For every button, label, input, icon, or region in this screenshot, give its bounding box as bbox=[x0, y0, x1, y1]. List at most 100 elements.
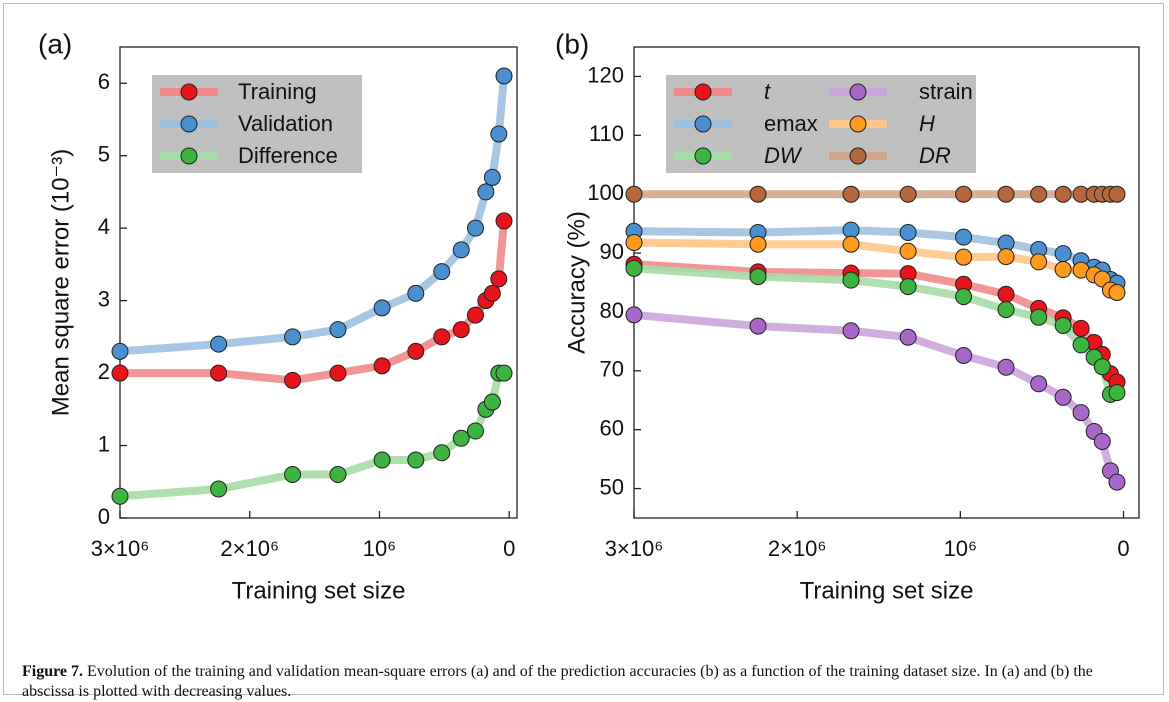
marker bbox=[997, 185, 1015, 203]
marker bbox=[899, 242, 917, 260]
marker bbox=[433, 328, 451, 346]
marker bbox=[1072, 404, 1090, 422]
marker bbox=[955, 347, 973, 365]
marker bbox=[749, 235, 767, 253]
marker bbox=[490, 125, 508, 143]
marker bbox=[1030, 375, 1048, 393]
marker bbox=[899, 278, 917, 296]
marker bbox=[842, 322, 860, 340]
marker bbox=[1054, 316, 1072, 334]
marker bbox=[1030, 253, 1048, 271]
legend-label: DR bbox=[919, 143, 951, 168]
y-tick-label: 50 bbox=[600, 474, 624, 499]
marker bbox=[373, 299, 391, 317]
y-tick-label: 70 bbox=[600, 357, 624, 382]
marker bbox=[625, 233, 643, 251]
marker bbox=[1054, 261, 1072, 279]
marker bbox=[842, 271, 860, 289]
legend-marker bbox=[849, 147, 867, 165]
marker bbox=[452, 321, 470, 339]
marker bbox=[407, 342, 425, 360]
legend-marker bbox=[180, 147, 198, 165]
marker bbox=[842, 185, 860, 203]
series-line bbox=[633, 310, 1121, 485]
marker bbox=[1054, 245, 1072, 263]
marker bbox=[997, 301, 1015, 319]
marker bbox=[483, 168, 501, 186]
marker bbox=[111, 364, 129, 382]
marker bbox=[210, 364, 228, 382]
marker bbox=[483, 284, 501, 302]
marker bbox=[1093, 432, 1111, 450]
x-tick-label: 0 bbox=[1117, 536, 1129, 561]
marker bbox=[466, 219, 484, 237]
x-axis-label: Training set size bbox=[800, 577, 974, 604]
marker bbox=[373, 357, 391, 375]
marker bbox=[1108, 185, 1126, 203]
legend-marker bbox=[849, 115, 867, 133]
x-tick-label: 10⁶ bbox=[363, 536, 397, 561]
marker bbox=[373, 451, 391, 469]
x-tick-label: 0 bbox=[503, 536, 515, 561]
marker bbox=[329, 364, 347, 382]
y-tick-label: 60 bbox=[600, 416, 624, 441]
marker bbox=[997, 248, 1015, 266]
x-tick-label: 2×10⁶ bbox=[768, 536, 827, 561]
marker bbox=[452, 241, 470, 259]
marker bbox=[329, 321, 347, 339]
marker bbox=[1030, 308, 1048, 326]
marker bbox=[955, 288, 973, 306]
y-tick-label: 6 bbox=[98, 69, 110, 94]
marker bbox=[466, 306, 484, 324]
x-tick-label: 3×10⁶ bbox=[605, 536, 664, 561]
legend-label: strain bbox=[919, 79, 973, 104]
legend-marker bbox=[694, 83, 712, 101]
marker bbox=[407, 284, 425, 302]
y-axis-label: Mean square error (10⁻³) bbox=[47, 149, 74, 416]
marker bbox=[495, 67, 513, 85]
marker bbox=[1054, 185, 1072, 203]
figure-frame bbox=[3, 3, 1164, 695]
legend-label: Difference bbox=[238, 143, 338, 168]
legend-label: emax bbox=[764, 111, 818, 136]
y-tick-label: 4 bbox=[98, 214, 110, 239]
legend-label: H bbox=[919, 111, 935, 136]
marker bbox=[111, 487, 129, 505]
legend-marker bbox=[849, 83, 867, 101]
marker bbox=[284, 466, 302, 484]
marker bbox=[495, 364, 513, 382]
marker bbox=[625, 185, 643, 203]
marker bbox=[210, 480, 228, 498]
legend-label: t bbox=[764, 79, 771, 104]
legend-label: Training bbox=[238, 79, 317, 104]
marker bbox=[495, 212, 513, 230]
series-line bbox=[119, 369, 505, 501]
marker bbox=[329, 466, 347, 484]
marker bbox=[899, 185, 917, 203]
marker bbox=[452, 429, 470, 447]
charts: (a) 0 1 2 3 4 5 6 3×10⁶ 2×10⁶ 10⁶ 0 Training set siz… bbox=[38, 28, 1140, 604]
marker bbox=[997, 358, 1015, 376]
caption-text: Evolution of the training and validation… bbox=[22, 663, 1093, 700]
panel-label: (a) bbox=[38, 28, 72, 59]
marker bbox=[955, 228, 973, 246]
y-tick-label: 1 bbox=[98, 431, 110, 456]
marker bbox=[1108, 284, 1126, 302]
y-tick-label: 5 bbox=[98, 142, 110, 167]
marker bbox=[1108, 384, 1126, 402]
x-axis-label: Training set size bbox=[232, 577, 406, 604]
x-tick-label: 10⁶ bbox=[944, 536, 978, 561]
marker bbox=[433, 444, 451, 462]
legend-label: Validation bbox=[238, 111, 333, 136]
marker bbox=[284, 328, 302, 346]
marker bbox=[842, 235, 860, 253]
caption: Figure 7. Evolution of the training and … bbox=[22, 662, 1147, 702]
marker bbox=[899, 223, 917, 241]
y-tick-label: 2 bbox=[98, 359, 110, 384]
legend-marker bbox=[694, 115, 712, 133]
caption-label: Figure 7. bbox=[22, 663, 84, 680]
marker bbox=[1093, 358, 1111, 376]
marker bbox=[955, 248, 973, 266]
marker bbox=[1054, 388, 1072, 406]
